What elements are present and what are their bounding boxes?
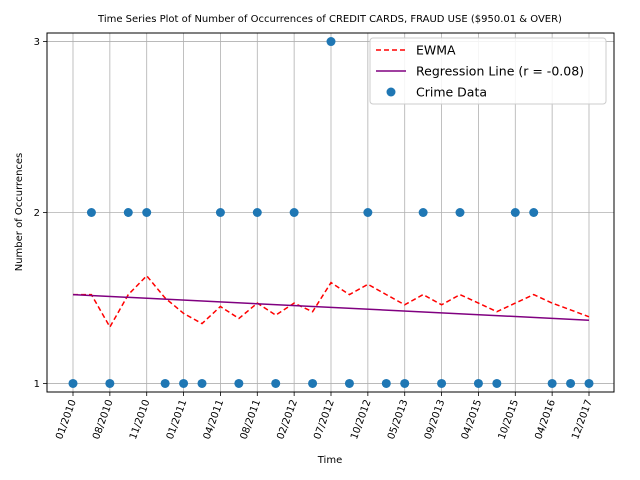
crime-data-point [455,208,465,217]
legend-label: EWMA [416,43,456,58]
x-tick-label: 09/2013 [423,398,448,441]
legend-label: Regression Line (r = -0.08) [416,64,584,79]
x-tick-label: 08/2011 [239,398,264,441]
x-tick-label: 11/2010 [128,398,153,441]
crime-data-point [234,378,244,388]
crime-data-point [142,208,152,217]
chart-title: Time Series Plot of Number of Occurrence… [97,14,562,25]
regression-line [72,293,590,321]
crime-data-point [86,208,96,217]
x-tick-label: 01/2011 [165,398,190,441]
crime-data-point [437,378,447,388]
crime-data-point [68,378,78,388]
x-tick-label: 02/2012 [275,398,300,441]
crime-data-point [105,378,115,388]
series-layer [68,37,594,388]
crime-data-point [547,378,557,388]
crime-data-point [326,37,336,47]
legend-label: Crime Data [416,85,487,100]
crime-data-point [381,378,391,388]
crime-data-point [418,208,428,217]
crime-data-point [584,378,594,388]
x-tick-label: 01/2010 [54,398,79,441]
x-tick-label: 04/2011 [202,398,227,441]
crime-data-point [473,378,483,388]
x-tick-label: 04/2016 [533,398,558,441]
x-tick-label: 12/2017 [570,398,595,441]
crime-data-point [197,378,207,388]
y-axis-label: Number of Occurrences [14,153,25,272]
crime-data-point [566,378,576,388]
crime-data-point [529,208,539,217]
x-tick-label: 04/2015 [460,398,485,441]
legend-swatch [386,87,396,97]
crime-data-point [510,208,520,217]
x-tick-label: 08/2010 [91,398,116,441]
crime-data-point [344,378,354,388]
y-tick-label: 1 [34,379,40,390]
crime-data-point [160,378,170,388]
y-tick-label: 3 [34,37,40,48]
crime-data-point [123,208,133,217]
crime-data-point [308,378,318,388]
crime-data-point [271,378,281,388]
crime-data-point [400,378,410,388]
crime-data-point [179,378,189,388]
legend-box [369,37,607,105]
crime-data-point [289,208,299,217]
crime-data-point [215,208,225,217]
legend: EWMA Regression Line (r = -0.08) Crime Dat… [369,37,607,105]
crime-data-point [492,378,502,388]
x-axis-label: Time [317,455,342,466]
x-tick-label: 10/2012 [349,398,374,441]
crime-data-point [252,208,262,217]
crime-data-point [363,208,373,217]
ewma-line [73,274,590,329]
x-tick-label: 10/2015 [497,398,522,441]
y-tick-label: 2 [34,208,40,219]
x-tick-label: 05/2013 [386,398,411,441]
x-tick-label: 07/2012 [312,398,337,441]
